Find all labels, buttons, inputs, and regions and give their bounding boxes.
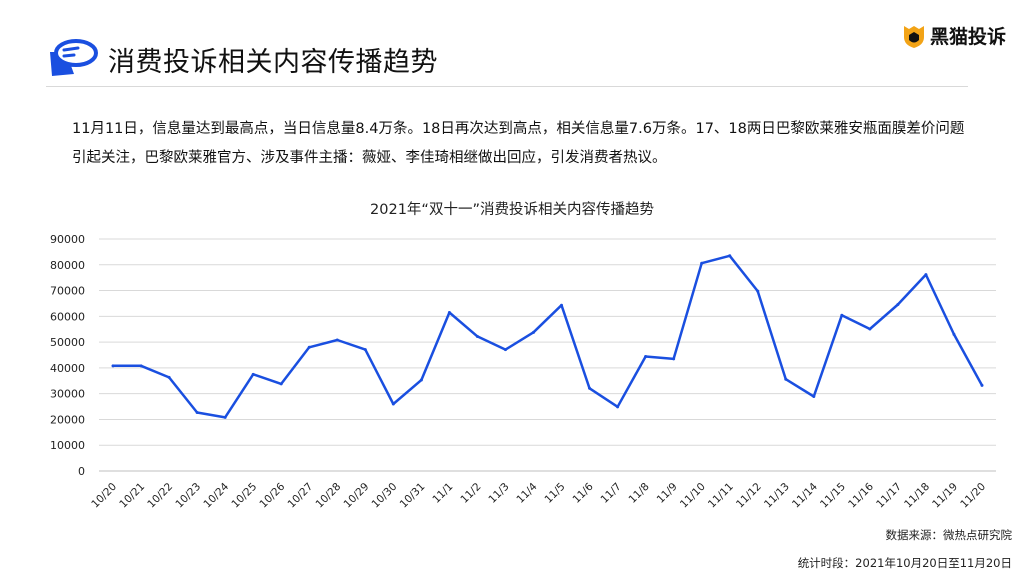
data-point	[924, 273, 928, 277]
x-tick-label: 10/29	[342, 481, 372, 511]
data-point	[503, 348, 507, 352]
summary-text: 11月11日，信息量达到最高点，当日信息量8.4万条。18日再次达到高点，相关信…	[72, 121, 965, 166]
x-tick-label: 11/8	[627, 481, 652, 506]
data-point	[560, 303, 564, 307]
series-line	[111, 254, 984, 419]
brand-logo: 黑猫投诉	[902, 22, 1006, 49]
y-tick-label: 0	[78, 465, 85, 478]
header-divider	[46, 86, 968, 87]
y-tick-label: 10000	[50, 439, 85, 452]
x-tick-label: 11/5	[542, 481, 567, 506]
data-point	[419, 378, 423, 382]
data-point	[475, 334, 479, 338]
x-tick-label: 10/27	[285, 481, 315, 511]
x-tick-label: 11/11	[706, 481, 736, 511]
y-tick-label: 90000	[50, 233, 85, 246]
x-tick-label: 11/3	[486, 481, 511, 506]
x-tick-label: 11/17	[874, 481, 904, 511]
x-tick-label: 11/14	[790, 480, 820, 510]
x-tick-label: 10/21	[117, 481, 147, 511]
x-tick-label: 11/10	[678, 481, 708, 511]
data-point	[195, 410, 199, 414]
y-tick-label: 70000	[50, 285, 85, 298]
x-tick-label: 11/1	[430, 481, 455, 506]
x-tick-label: 11/9	[655, 481, 680, 506]
data-point	[167, 375, 171, 379]
data-point	[447, 310, 451, 314]
data-point	[896, 302, 900, 306]
black-cat-shield-icon	[903, 25, 924, 48]
x-tick-label: 11/18	[902, 481, 932, 511]
x-tick-label: 10/26	[257, 480, 287, 510]
data-point	[868, 327, 872, 331]
data-point	[335, 338, 339, 342]
chat-bubble-icon	[50, 39, 98, 76]
data-point	[812, 395, 816, 399]
x-tick-label: 10/31	[398, 481, 428, 511]
data-point	[531, 330, 535, 334]
data-point	[840, 313, 844, 317]
x-tick-label: 11/16	[846, 480, 876, 510]
x-tick-label: 11/2	[458, 481, 483, 506]
x-tick-label: 11/15	[818, 481, 848, 511]
data-source: 数据来源：微热点研究院	[885, 528, 1013, 542]
data-point	[251, 372, 255, 376]
x-tick-label: 11/12	[734, 481, 764, 511]
x-tick-label: 10/22	[145, 481, 175, 511]
x-tick-label: 11/7	[599, 481, 624, 506]
data-point	[728, 254, 732, 258]
data-point	[672, 357, 676, 361]
brand-name: 黑猫投诉	[929, 26, 1006, 48]
data-point	[952, 332, 956, 336]
y-tick-label: 40000	[50, 362, 85, 375]
x-tick-label: 10/23	[173, 481, 203, 511]
data-point	[391, 402, 395, 406]
x-tick-label: 11/13	[762, 481, 792, 511]
y-tick-label: 20000	[50, 413, 85, 426]
y-tick-label: 30000	[50, 388, 85, 401]
data-point	[139, 364, 143, 368]
x-tick-label: 10/25	[229, 481, 259, 511]
x-tick-label: 10/28	[314, 481, 344, 511]
data-point	[644, 355, 648, 359]
data-point	[616, 405, 620, 409]
data-point	[111, 364, 115, 368]
data-point	[363, 348, 367, 352]
line-chart: 0 10000 20000 30000 40000 50000 60000 70000 8000…	[50, 233, 996, 511]
x-tick-label: 10/30	[370, 481, 400, 511]
data-point	[756, 289, 760, 293]
y-tick-label: 80000	[50, 259, 85, 272]
x-tick-label: 10/20	[89, 481, 119, 511]
x-tick-label: 11/4	[514, 480, 539, 505]
x-tick-label: 10/24	[201, 480, 231, 510]
x-tick-label: 11/20	[958, 481, 988, 511]
data-point	[223, 415, 227, 419]
data-point	[279, 382, 283, 386]
y-tick-label: 60000	[50, 310, 85, 323]
statistics-period: 统计时段：2021年10月20日至11月20日	[797, 556, 1012, 570]
chart-title: 2021年“双十一”消费投诉相关内容传播趋势	[370, 202, 654, 218]
page-title: 消费投诉相关内容传播趋势	[108, 47, 438, 78]
data-point	[980, 383, 984, 387]
data-point	[784, 377, 788, 381]
y-tick-label: 50000	[50, 336, 85, 349]
data-point	[700, 261, 704, 265]
data-point	[307, 345, 311, 349]
data-point	[588, 386, 592, 390]
x-tick-label: 11/19	[930, 481, 960, 511]
x-tick-label: 11/6	[570, 480, 595, 505]
